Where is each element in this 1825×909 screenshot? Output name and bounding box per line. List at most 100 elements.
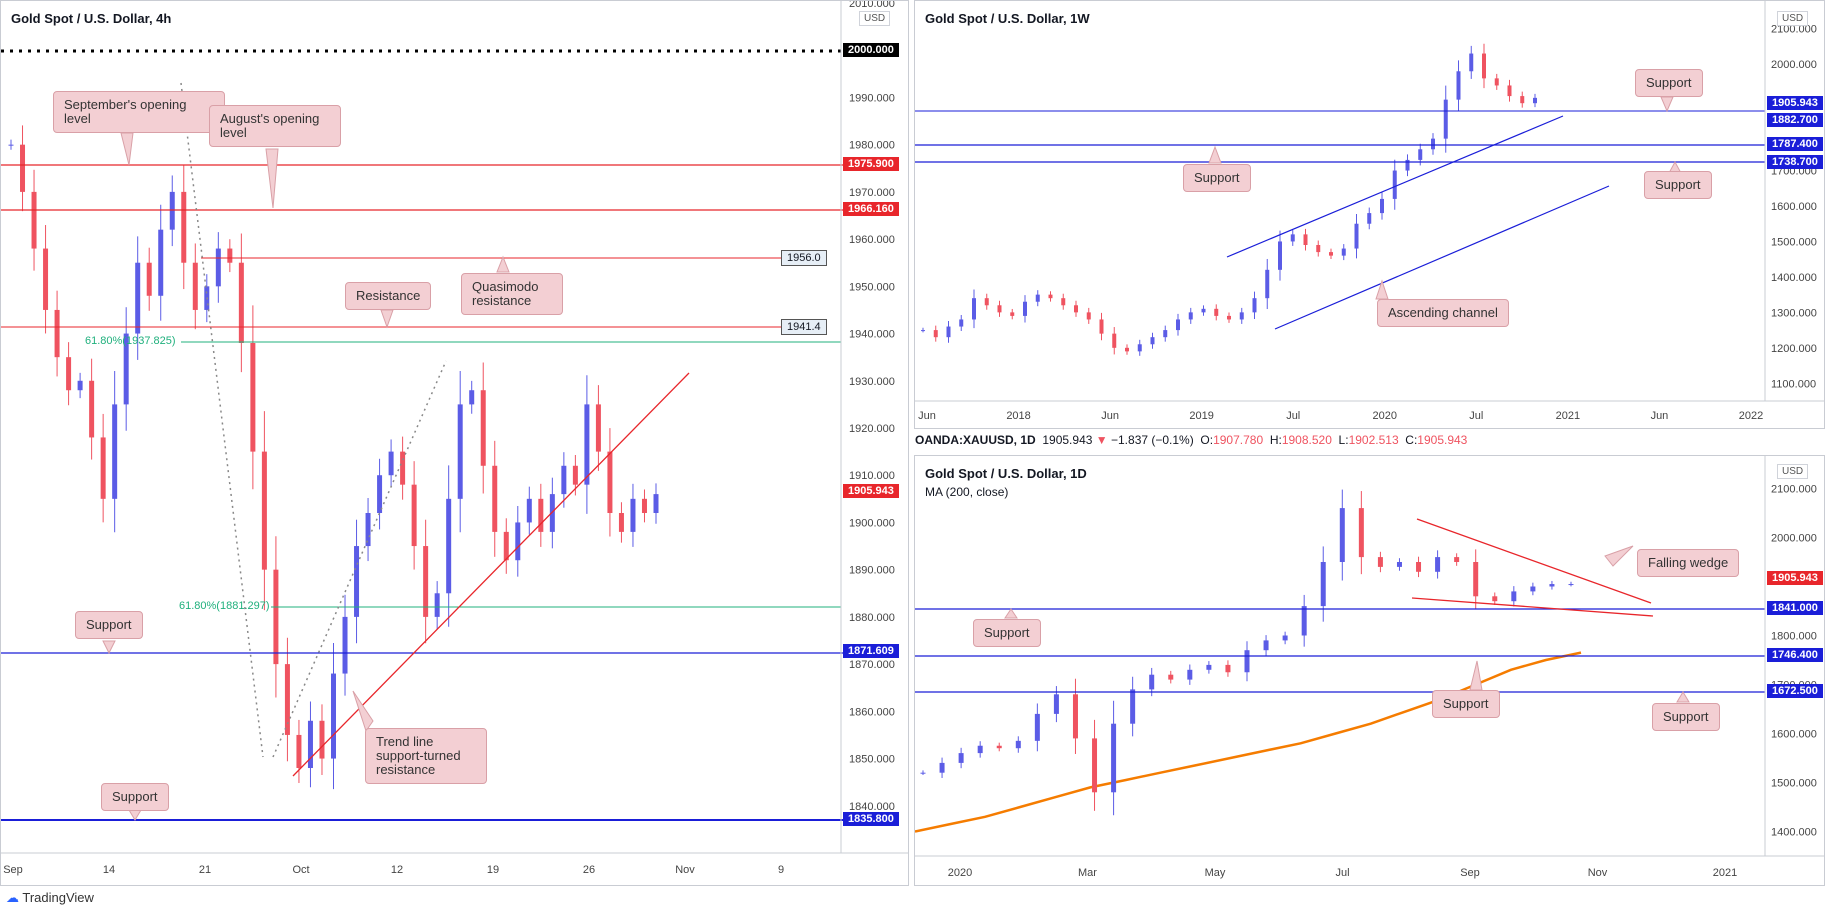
plot-1d[interactable]: 2100.0002000.0001800.0001700.0001600.000… [915,456,1824,885]
candle-4h-candle [250,343,256,452]
candle-1w-candle [1482,53,1486,79]
candle-1w-candle [1048,294,1053,299]
axis-4h-y-tick: 1970.000 [849,187,895,199]
candle-1w-candle [1239,312,1244,320]
candle-1w-candle [1443,99,1448,139]
currency-badge-1w[interactable]: USD [1777,11,1809,26]
candle-1d-candle [1206,664,1212,670]
pointer-trendline [352,690,374,733]
chart-panel-4h[interactable]: 2010.000 1990.000 1980.000 1970.000 1960.000… [0,0,909,886]
pointer-support-1d-left [1004,608,1018,619]
axis-4h-x-tick: 9 [778,864,784,876]
candle-1w-candle [1163,330,1168,338]
candle-1w-candle [959,319,964,327]
candle-4h-candle [215,248,221,287]
candle-4h-candle [469,390,475,405]
candle-1w-candle [1494,78,1499,86]
candle-1w-candle [1252,298,1257,313]
pointer-support-top [1660,96,1674,113]
candle-1d-candle [920,772,926,774]
candle-1w-candle [1278,241,1282,270]
currency-badge-4h[interactable]: USD [859,11,891,26]
candle-4h-candle [411,484,417,547]
candle-1w-candle [1061,298,1066,306]
candle-1d-candle [1034,713,1040,741]
candle-4h-candle [238,262,244,343]
candle-4h-candle [641,498,647,513]
axis-4h-x-tick: 14 [103,864,115,876]
candle-1d-candle [1454,557,1460,562]
candle-4h-candle [307,720,313,768]
chart-panel-1w[interactable]: 2100.000 2000.000 1700.000 1600.000 1500.000… [914,0,1825,429]
plot-1w[interactable]: 2100.0002000.0001700.0001600.0001500.000… [915,1,1824,428]
candle-1w-candle [921,330,925,332]
candle-1d-candle [1473,562,1479,597]
tradingview-logo[interactable]: ☁ TradingView [6,890,94,906]
candle-1w-candle [1150,337,1155,345]
candle-1d-candle [1072,694,1078,739]
axis-4h-x-tick: Nov [675,864,695,876]
callout-resistance: Resistance [345,282,432,310]
callout-falling-wedge: Falling wedge [1637,549,1740,577]
infobar-high: 1908.520 [1281,433,1332,447]
axis-1d-x-tick: Jul [1335,867,1349,879]
candle-4h-candle [158,229,164,296]
candle-1d-candle [1130,689,1136,724]
axis-4h-y-tick: 1850.000 [849,754,895,766]
axis-4h-y-tick: 1980.000 [849,140,895,152]
callout-support-1835: Support [101,783,169,811]
candle-1w-candle [1176,319,1180,331]
ma-indicator-label[interactable]: MA (200, close) [925,485,1009,499]
candle-1w-candle [1290,234,1295,242]
candle-1d-candle [1282,635,1288,641]
candle-4h-candle [561,465,567,495]
pointer-support-1d-mid [1469,660,1483,691]
candle-4h-candle [572,465,578,485]
candle-4h-candle [8,144,14,146]
pointer-sept [120,132,134,166]
axis-1d-y-tick: 2100.000 [1771,484,1817,496]
axis-1w-x-tick: 2019 [1189,410,1213,422]
candle-1w-candle [1533,97,1537,104]
candle-4h-candle [595,404,601,452]
axis-1w-y-tick: 1300.000 [1771,307,1817,319]
candle-1w-candle [1456,71,1461,100]
axis-1d-x-tick: 2020 [948,867,972,879]
wedge-lower-line [1411,597,1654,617]
candle-4h-candle [342,616,348,674]
candle-1d-candle [1320,562,1326,607]
plot-4h[interactable]: 2010.000 1990.000 1980.000 1970.000 1960.000… [1,1,908,885]
infobar-low: 1902.513 [1348,433,1399,447]
price-tag-1738-1w: 1738.700 [1767,155,1823,169]
infobar-open-label: O: [1200,433,1214,447]
axis-1d-y-tick: 1400.000 [1771,827,1817,839]
candle-4h-candle [169,191,175,230]
axis-1w-y-tick: 1400.000 [1771,272,1817,284]
candle-1w-candle [1392,170,1397,199]
price-tag-1672-1d: 1672.500 [1767,684,1823,698]
fib-label-1881: 61.80%(1881.297) [179,600,270,612]
infobar-price: 1905.943 [1042,433,1093,447]
candle-1d-candle [1053,694,1059,714]
axis-1d-x-tick: 2021 [1713,867,1737,879]
candle-4h-candle [480,390,486,466]
axis-1w-y-tick: 1600.000 [1771,201,1817,213]
candle-1w-candle [1418,149,1423,160]
chart-title-1w: Gold Spot / U.S. Dollar, 1W [925,11,1090,26]
candle-4h-candle [135,262,141,334]
candle-4h-candle [112,404,118,499]
candle-4h-candle [54,309,60,358]
callout-august-opening: August's opening level [209,105,341,147]
price-tag-1905-1w: 1905.943 [1767,96,1823,110]
currency-badge-1d[interactable]: USD [1777,464,1809,479]
axis-1w-x-tick: Jul [1469,410,1483,422]
axis-4h-y-tick: 1940.000 [849,329,895,341]
ma-200-line [915,651,1582,833]
candle-1d-candle [1149,674,1155,690]
pointer-resistance [380,309,394,329]
channel-lower-line [1274,185,1610,330]
axis-1w-y-tick: 1100.000 [1771,378,1816,390]
candle-4h-candle [434,593,440,617]
chart-panel-1d[interactable]: 2100.0002000.0001800.0001700.0001600.000… [914,455,1825,886]
axis-4h-y-tick: 1920.000 [849,423,895,435]
